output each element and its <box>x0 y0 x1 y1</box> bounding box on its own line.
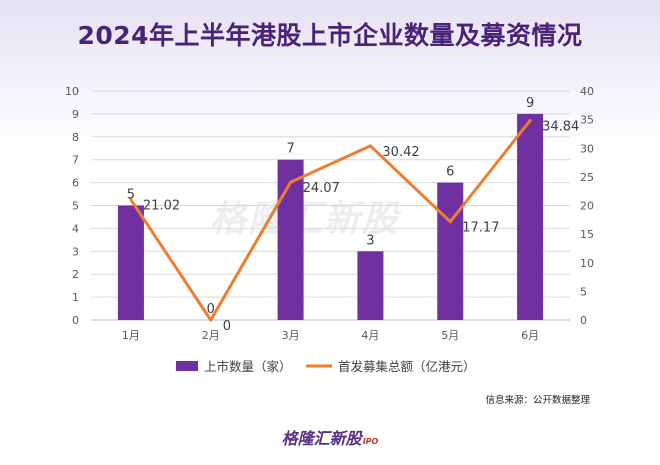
source-note: 信息来源：公开数据整理 <box>485 395 590 406</box>
y-right-tick-label: 0 <box>580 314 587 327</box>
bar <box>357 251 384 320</box>
x-tick-label: 1月 <box>122 329 140 342</box>
line-value-label: 17.17 <box>462 221 499 236</box>
line-value-label: 0 <box>223 319 231 334</box>
y-left-tick-label: 4 <box>72 222 79 235</box>
y-right-tick-label: 25 <box>580 171 594 184</box>
legend-label-line: 首发募集总额（亿港元） <box>338 359 476 374</box>
y-left-tick-label: 3 <box>72 245 79 258</box>
y-right-tick-label: 35 <box>580 114 594 127</box>
y-left-tick-label: 8 <box>72 131 79 144</box>
series-line <box>129 119 532 322</box>
y-left-tick-label: 7 <box>72 154 79 167</box>
bar-value-label: 6 <box>446 165 454 180</box>
y-left-tick-label: 10 <box>65 85 79 98</box>
y-right-tick-label: 15 <box>580 228 594 241</box>
y-left-tick-label: 2 <box>72 268 79 281</box>
bar-value-label: 3 <box>366 233 374 248</box>
legend-label-bar: 上市数量（家） <box>204 359 292 374</box>
bar <box>437 182 464 320</box>
line-point <box>528 119 532 123</box>
bar-value-label: 5 <box>127 188 135 203</box>
y-left-tick-label: 1 <box>72 291 79 304</box>
line-value-label: 24.07 <box>303 181 340 196</box>
x-tick-label: 2月 <box>202 329 220 342</box>
bar <box>277 159 304 320</box>
line-point <box>368 144 372 148</box>
line-value-label: 30.42 <box>382 145 419 160</box>
y-left-tick-label: 6 <box>72 177 79 190</box>
y-right-tick-label: 10 <box>580 257 594 270</box>
bar-value-label: 0 <box>207 302 215 317</box>
x-tick-label: 5月 <box>441 329 459 342</box>
line-point <box>209 318 213 322</box>
y-right-tick-label: 30 <box>580 142 594 155</box>
y-right-tick-label: 40 <box>580 85 594 98</box>
x-tick-label: 4月 <box>361 329 379 342</box>
x-tick-label: 6月 <box>521 329 539 342</box>
x-tick-label: 3月 <box>282 329 300 342</box>
line-point <box>448 220 452 224</box>
y-left-tick-label: 9 <box>72 108 79 121</box>
bar <box>117 205 144 320</box>
footer: 格隆汇新股IPO <box>0 425 660 449</box>
line-point <box>129 198 133 202</box>
footer-ipo-tag: IPO <box>362 437 379 446</box>
bar-value-label: 9 <box>526 96 534 111</box>
bar-value-label: 7 <box>286 142 294 157</box>
chart-title: 2024年上半年港股上市企业数量及募资情况 <box>77 21 583 50</box>
line-value-label: 21.02 <box>143 199 180 214</box>
legend-swatch-bar <box>176 361 198 371</box>
bar <box>517 113 544 321</box>
y-right-tick-label: 5 <box>580 285 587 298</box>
line-point <box>289 180 293 184</box>
y-left-tick-label: 5 <box>72 200 79 213</box>
y-left-tick-label: 0 <box>72 314 79 327</box>
y-right-tick-label: 20 <box>580 200 594 213</box>
footer-logo: 格隆汇新股 <box>281 429 362 448</box>
line-value-label: 34.84 <box>542 120 579 135</box>
